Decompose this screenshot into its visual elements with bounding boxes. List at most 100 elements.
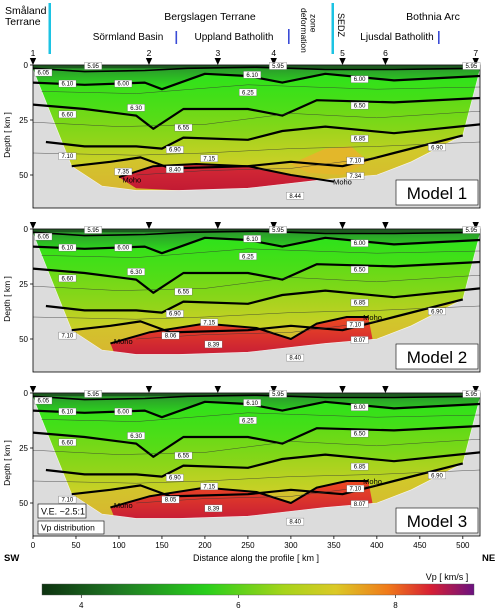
model-panel-2: 0 25 50 Depth [ km ] 6.05 5.95 5.95 5.95 6.10 6.0… [2,222,481,373]
model-2-vp-label-7: 6.00 [354,241,366,247]
model-3-station-marker-4 [270,386,277,393]
model-1-vp-label-box-7 [350,75,369,83]
deformation-zone-label: deformationzone [299,8,319,53]
model-2-vp-label-4: 6.10 [62,246,74,252]
model-3-vp-label-box-20 [204,504,223,513]
model-1-vp-label-3: 5.95 [466,64,478,70]
model-panel-1: 0 25 50 Depth [ km ] 1 2 3 4 5 6 7 6.05 5.95 5.95 5.95… [2,48,481,209]
model-3-vp-label-14: 6.85 [354,465,366,471]
model-3-vp-label-box-15 [428,471,446,480]
model-1-vp-label-18: 7.10 [350,159,362,165]
model-2-ytick-label-25: 25 [19,280,28,289]
model-2-vp-label-6: 6.10 [246,237,258,243]
model-1-moho-label-1: Moho [122,175,141,184]
model-2-vp-label-box-11 [350,265,369,274]
model-3-title: Model 3 [407,512,467,531]
model-2-vp-label-21: 8.40 [289,356,301,362]
smaland-terrane-line2: Terrane [5,16,41,28]
model-2-vp-label-box-19 [161,331,180,340]
smaland-terrane-label: Småland Terrane [5,5,47,28]
model-1-vp-label-0: 6.05 [37,71,49,77]
model-1-vp-label-22: 7.34 [350,174,362,180]
model-2-interface-e [71,298,464,334]
model-3-moho-label-1: Moho [114,501,133,510]
model-3-frame [32,392,481,537]
station-label-3: 3 [215,48,220,58]
model-3-vp-label-box-18 [346,484,365,493]
model-3-vp-label-box-0 [34,396,53,405]
model-2-band-2 [33,237,480,293]
model-panels: 0 25 50 Depth [ km ] 1 2 3 4 5 6 7 6.05 5.95 5.95 5.95… [2,48,481,537]
model-3-vp-label-16: 7.10 [62,498,74,504]
model-2-vp-label-box-10 [239,252,257,261]
model-2-vp-label-box-7 [350,239,369,247]
model-1-moho-line [118,163,335,183]
bergslagen-terrane-label: Bergslagen Terrane [164,11,256,23]
model-1-moho-label-2: Moho [333,178,352,187]
model-3-band-3 [33,426,480,477]
model-2-title: Model 2 [407,348,467,367]
ve-label: V.E. ~2.5:1 [41,507,85,517]
model-1-contour-2 [33,141,480,156]
model-1-vp-label-box-4 [58,79,77,88]
xtick-label-250: 250 [241,541,255,550]
ne-end-label: NE [482,553,495,564]
model-1-vp-label-box-5 [114,79,133,88]
terrane-boundary-cyan-right [331,3,334,54]
model-1-vp-label-11: 6.50 [354,104,366,110]
model-1-vp-label-1: 5.95 [87,64,99,70]
model-2-moho-label-1: Moho [114,337,133,346]
model-3-vp-label-box-13 [174,451,193,460]
model-1-vp-label-20: 8.40 [169,167,181,173]
model-3-vp-label-10: 6.25 [242,418,254,424]
model-2-vp-label-box-17 [200,318,219,327]
model-2-vp-label-box-14 [350,298,369,307]
model-2-moho-label-2: Moho [363,313,382,322]
colorbar-title: Vp [ km/s ] [426,572,469,582]
model-1-station-marker-4 [270,58,277,65]
model-1-vp-label-box-11 [350,101,369,110]
model-3-interface-d [45,451,480,478]
model-1-vp-label-box-0 [34,68,53,77]
model-2-upper-mantle-body [110,317,373,355]
sedz-label: SEDZ [336,13,346,38]
model-1-title-box [395,179,479,206]
model-3-vp-label-box-3 [462,390,481,398]
model-1-ylabel: Depth [ km ] [2,112,12,158]
model-1-ytick-label-0: 0 [24,61,29,70]
xtick-label-50: 50 [72,541,81,550]
model-2-interface-d [45,287,480,314]
model-3-vp-label-box-9 [127,432,146,440]
colorbar-tick-label-6: 6 [236,601,241,610]
model-2-station-marker-7 [472,222,479,229]
model-1-vp-label-5: 6.00 [117,82,129,88]
model-1-station-marker-5 [339,58,346,65]
model-1-vp-label-box-1 [84,62,103,70]
model-2-vp-label-box-20 [204,340,223,349]
x-axis-label: Distance along the profile [ km ] [193,553,319,563]
model-3-vp-label-box-11 [350,429,369,438]
colorbar: Vp [ km/s ] 4 6 8 [41,572,475,610]
model-2-vp-label-5: 6.00 [117,246,129,252]
model-3-vp-label-box-2 [269,390,287,398]
model-1-ytick-label-25: 25 [19,116,28,125]
xtick-label-100: 100 [112,541,126,550]
model-1-vp-label-box-2 [269,62,287,70]
model-1-station-marker-6 [382,58,389,65]
model-1-vp-label-9: 6.30 [130,106,142,112]
model-1-station-marker-1 [29,58,37,65]
model-1-vp-label-box-16 [58,152,77,160]
model-3-vp-label-20: 8.39 [208,506,220,512]
model-1-contour-1 [33,111,480,127]
model-2-vp-label-box-8 [58,274,77,283]
model-1-vp-label-box-21 [286,192,305,200]
model-3-upper-mantle-body [110,481,373,519]
model-1-vp-label-15: 6.90 [431,145,443,151]
model-3-vp-label-box-1 [84,390,103,398]
model-1-vp-label-13: 6.55 [178,126,190,132]
model-2-vp-label-13: 6.55 [178,290,190,296]
model-2-vp-label-box-13 [174,287,193,296]
model-2-title-box [395,343,479,370]
sw-end-label: SW [4,553,19,564]
